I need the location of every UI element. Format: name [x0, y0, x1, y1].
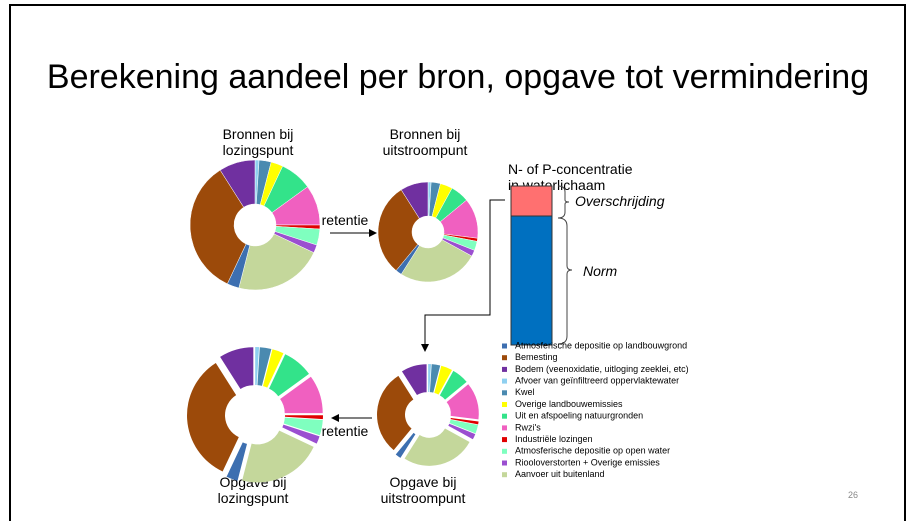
label: Opgave bij: [390, 474, 457, 490]
legend-label: Uit en afspoeling natuurgronden: [515, 411, 643, 421]
pie-segment: [439, 370, 467, 400]
pie-segment: [395, 432, 416, 458]
pie-segment: [263, 349, 284, 388]
legend-label: Bodem (veenoxidatie, uitloging zeeklei, …: [515, 364, 689, 374]
brace: [557, 185, 570, 219]
pie-segment: [282, 424, 320, 444]
pie-segment: [269, 354, 309, 397]
brace: [557, 217, 573, 345]
pie-segment: [284, 415, 323, 420]
legend-swatch: [502, 448, 507, 454]
pie-segment: [448, 423, 476, 440]
label: uitstroompunt: [383, 142, 468, 158]
legend-swatch: [502, 425, 507, 431]
pie-segment: [450, 418, 479, 425]
label: Bronnen bij: [390, 126, 461, 142]
legend-swatch: [502, 437, 507, 443]
label: retentie: [322, 212, 369, 228]
pie-segment: [189, 169, 247, 285]
pie-segment: [283, 417, 323, 436]
label: uitstroompunt: [381, 490, 466, 506]
legend-label: Afvoer van geïnfiltreerd oppervlaktewate…: [515, 375, 679, 385]
pie-segment: [377, 375, 414, 451]
legend-swatch: [502, 402, 507, 407]
slide-frame: [9, 4, 906, 526]
legend-swatch: [502, 390, 507, 396]
pie-segment: [220, 347, 254, 389]
pie-segment: [238, 233, 315, 291]
legend-label: Atmosferische depositie op open water: [515, 446, 670, 456]
label: Norm: [583, 263, 618, 279]
pie-segment: [404, 428, 470, 466]
label: Overschrijding: [575, 193, 665, 209]
pie-segment: [257, 347, 272, 386]
label: retentie: [322, 423, 369, 439]
legend-label: Atmosferische depositie op landbouwgrond: [515, 340, 687, 350]
pie-segment: [449, 419, 478, 434]
exceedance-bar: [510, 185, 553, 217]
label: Bronnen bij: [223, 126, 294, 142]
legend-swatch: [502, 355, 507, 361]
norm-bar: [510, 215, 553, 346]
pie-segment: [446, 384, 479, 420]
page-number: 26: [848, 490, 858, 500]
legend-label: Overige landbouwemissies: [515, 399, 623, 409]
legend-label: Riooloverstorten + Overige emissies: [515, 457, 660, 467]
legend-swatch: [502, 378, 507, 384]
pie-segment: [255, 347, 260, 386]
pie-segment: [377, 189, 420, 271]
legend-swatch: [502, 413, 507, 419]
legend-label: Rwzi's: [515, 422, 541, 432]
legend-label: Aanvoer uit buitenland: [515, 469, 605, 479]
arrow: [421, 199, 505, 352]
pie-segment: [400, 239, 473, 283]
legend-swatch: [502, 366, 507, 372]
legend-label: Bemesting: [515, 352, 558, 362]
pie-segment: [400, 181, 429, 219]
pie-segment: [187, 363, 239, 472]
legend-label: Industriële lozingen: [515, 434, 593, 444]
label: lozingspunt: [218, 490, 289, 506]
pie-segment: [428, 364, 432, 393]
pie-segment: [219, 159, 256, 208]
label: lozingspunt: [223, 142, 294, 158]
legend-swatch: [502, 460, 507, 466]
pie-segment: [429, 364, 441, 393]
legend-swatch: [502, 472, 507, 478]
legend-label: Kwel: [515, 387, 535, 397]
label: N- of P-concentratie: [508, 161, 633, 177]
pie-segment: [401, 364, 427, 396]
pie-segment: [434, 365, 453, 395]
pie-segment: [280, 376, 323, 414]
pie-segment: [242, 430, 314, 483]
legend-swatch: [502, 343, 507, 349]
pie-segment: [226, 442, 247, 481]
title: Berekening aandeel per bron, opgave tot …: [47, 58, 869, 96]
